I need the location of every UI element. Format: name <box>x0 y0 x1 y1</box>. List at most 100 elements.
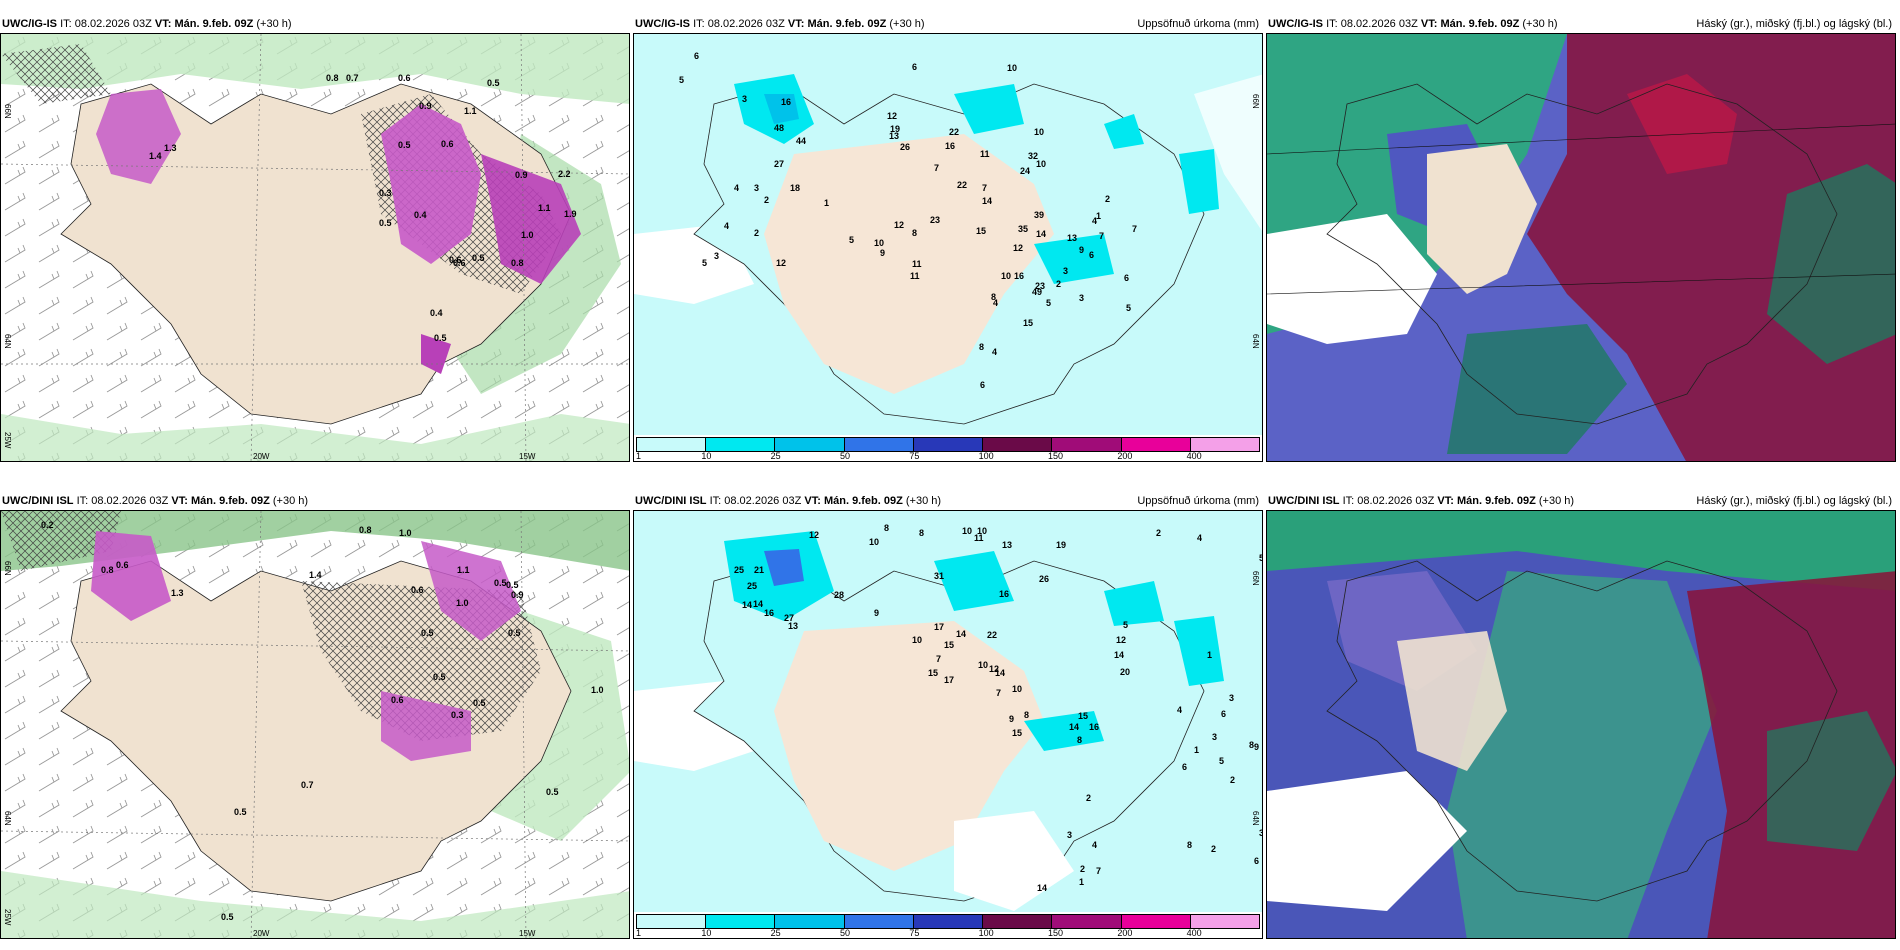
field-value-label: 0.5 <box>221 912 234 922</box>
field-value-label: 13 <box>788 621 799 631</box>
valid-time: Mán. 9.feb. 09Z <box>823 495 903 507</box>
lon-label-20w: 20W <box>253 929 270 938</box>
field-value-label: 6 <box>980 380 986 390</box>
field-value-label: 14 <box>742 600 753 610</box>
colorbar-swatches <box>636 437 1260 452</box>
field-value-label: 2 <box>1056 279 1062 289</box>
field-value-label: 0.5 <box>434 333 447 343</box>
field-value-label: 0.3 <box>379 188 392 198</box>
lat-label-64n: 64N <box>1251 811 1260 826</box>
field-value-label: 0.6 <box>453 258 466 268</box>
field-value-label: 0.6 <box>449 255 462 265</box>
colorbar-tick-label: 25 <box>770 451 781 461</box>
field-value-label: 2 <box>1230 775 1236 785</box>
field-value-label: 0.7 <box>346 73 359 83</box>
field-value-label: 6 <box>1089 250 1095 260</box>
field-value-label: 35 <box>1018 224 1029 234</box>
colorbar-tick-label: 10 <box>701 928 712 938</box>
field-value-label: 27 <box>774 159 785 169</box>
field-value-label: 8 <box>1249 740 1255 750</box>
field-value-label: 0.8 <box>359 525 372 535</box>
colorbar-swatch <box>1121 915 1191 928</box>
model-name: UWC/DINI ISL <box>2 495 74 507</box>
field-value-label: 3 <box>754 183 760 193</box>
field-value-label: 1.9 <box>564 209 577 219</box>
field-value-label: 26 <box>1039 574 1050 584</box>
field-value-label: 22 <box>957 180 968 190</box>
precip-type-map[interactable]: 66N 64N 25W 20W 15W 0.2 0.8 1.0 0.6 0.8 1.4 1.… <box>0 510 630 939</box>
panel-title: Uppsöfnuð úrkoma (mm) <box>1137 18 1259 30</box>
valid-time: Mán. 9.feb. 09Z <box>1456 495 1536 507</box>
colorbar-swatch <box>983 438 1053 451</box>
accum-precip-map[interactable]: 66N 64N 6 5 6 10 3 16 48 44 12 19 27 18 4 3 2 1 4 3 5 2 12 5 1… <box>633 33 1263 462</box>
field-value-label: 0.6 <box>411 585 424 595</box>
panel-title: Uppsöfnuð úrkoma (mm) <box>1137 495 1259 507</box>
precip-type-map[interactable]: 66N 64N 25W 20W 15W 0.8 0.7 0.6 0.5 0.9 1.1 1.… <box>0 33 630 462</box>
lead-time: (+30 h) <box>256 18 292 30</box>
field-value-label: 14 <box>956 629 967 639</box>
field-value-label: 49 <box>1032 287 1043 297</box>
field-value-label: 4 <box>992 347 998 357</box>
field-value-label: 12 <box>894 220 905 230</box>
field-value-label: 2 <box>754 228 760 238</box>
field-value-label: 10 <box>869 537 880 547</box>
cloud-cover-map[interactable] <box>1266 33 1896 462</box>
field-value-label: 9 <box>1079 245 1085 255</box>
field-value-label: 44 <box>796 136 807 146</box>
lead-time: (+30 h) <box>905 495 942 507</box>
model-name: UWC/IG-IS <box>2 18 57 30</box>
field-value-label: 22 <box>987 630 998 640</box>
colorbar-swatch <box>913 915 984 928</box>
field-value-label: 9 <box>874 608 880 618</box>
panel-header: UWC/DINI ISL IT: 08.02.2026 03Z VT: Mán.… <box>633 492 1263 510</box>
panel-accum-precip-dini: UWC/DINI ISL IT: 08.02.2026 03Z VT: Mán.… <box>633 492 1263 939</box>
field-value-label: 7 <box>982 183 988 193</box>
field-value-label: 6 <box>912 62 918 72</box>
lat-label-66n: 66N <box>1251 571 1260 586</box>
valid-time: Mán. 9.feb. 09Z <box>174 18 254 30</box>
field-value-label: 14 <box>753 599 764 609</box>
colorbar-tick-label: 50 <box>840 451 851 461</box>
field-value-label: 4 <box>734 183 740 193</box>
field-value-label: 25 <box>734 565 745 575</box>
field-value-label: 14 <box>1069 722 1080 732</box>
field-value-label: 8 <box>1024 710 1030 720</box>
field-value-label: 7 <box>936 654 942 664</box>
lat-label-64n: 64N <box>1251 334 1260 349</box>
field-value-label: 2 <box>1086 793 1092 803</box>
valid-time: Mán. 9.feb. 09Z <box>1440 18 1520 30</box>
field-value-label: 7 <box>996 688 1002 698</box>
field-value-label: 19 <box>890 124 901 134</box>
accum-precip-map[interactable]: 66N 64N 12881010111013192452521251416271… <box>633 510 1263 939</box>
field-value-label: 1.0 <box>591 685 604 695</box>
valid-time: Mán. 9.feb. 09Z <box>190 495 270 507</box>
colorbar-tick-label: 25 <box>770 928 781 938</box>
field-value-label: 6 <box>694 51 700 61</box>
field-value-label: 10 <box>912 635 923 645</box>
field-value-label: 1 <box>1079 877 1085 887</box>
field-value-label: 0.8 <box>326 73 339 83</box>
field-value-label: 17 <box>934 622 945 632</box>
lat-label-66n: 66N <box>3 104 12 119</box>
lon-label-15w: 15W <box>519 452 536 461</box>
panel-header: UWC/IG-IS IT: 08.02.2026 03Z VT: Mán. 9.… <box>633 15 1263 33</box>
field-value-label: 7 <box>934 163 940 173</box>
field-value-label: 1.3 <box>171 588 184 598</box>
field-value-label: 5 <box>1123 620 1129 630</box>
panel-clouds-igis: UWC/IG-IS IT: 08.02.2026 03Z VT: Mán. 9.… <box>1266 15 1896 462</box>
field-value-label: 15 <box>1012 728 1023 738</box>
field-value-label: 5 <box>702 258 708 268</box>
field-value-label: 16 <box>1014 271 1025 281</box>
field-value-label: 1.4 <box>309 570 322 580</box>
panel-clouds-dini: UWC/DINI ISL IT: 08.02.2026 03Z VT: Mán.… <box>1266 492 1896 939</box>
field-value-label: 18 <box>790 183 801 193</box>
colorbar-swatch <box>1190 438 1259 451</box>
colorbar-tick-label: 75 <box>909 451 920 461</box>
lead-time: (+30 h) <box>889 18 925 30</box>
cloud-cover-map[interactable] <box>1266 510 1896 939</box>
field-value-label: 0.5 <box>546 787 559 797</box>
field-value-label: 11 <box>980 149 990 159</box>
field-value-label: 2.2 <box>558 169 571 179</box>
field-value-label: 23 <box>1035 281 1046 291</box>
field-value-label: 10 <box>1036 159 1047 169</box>
